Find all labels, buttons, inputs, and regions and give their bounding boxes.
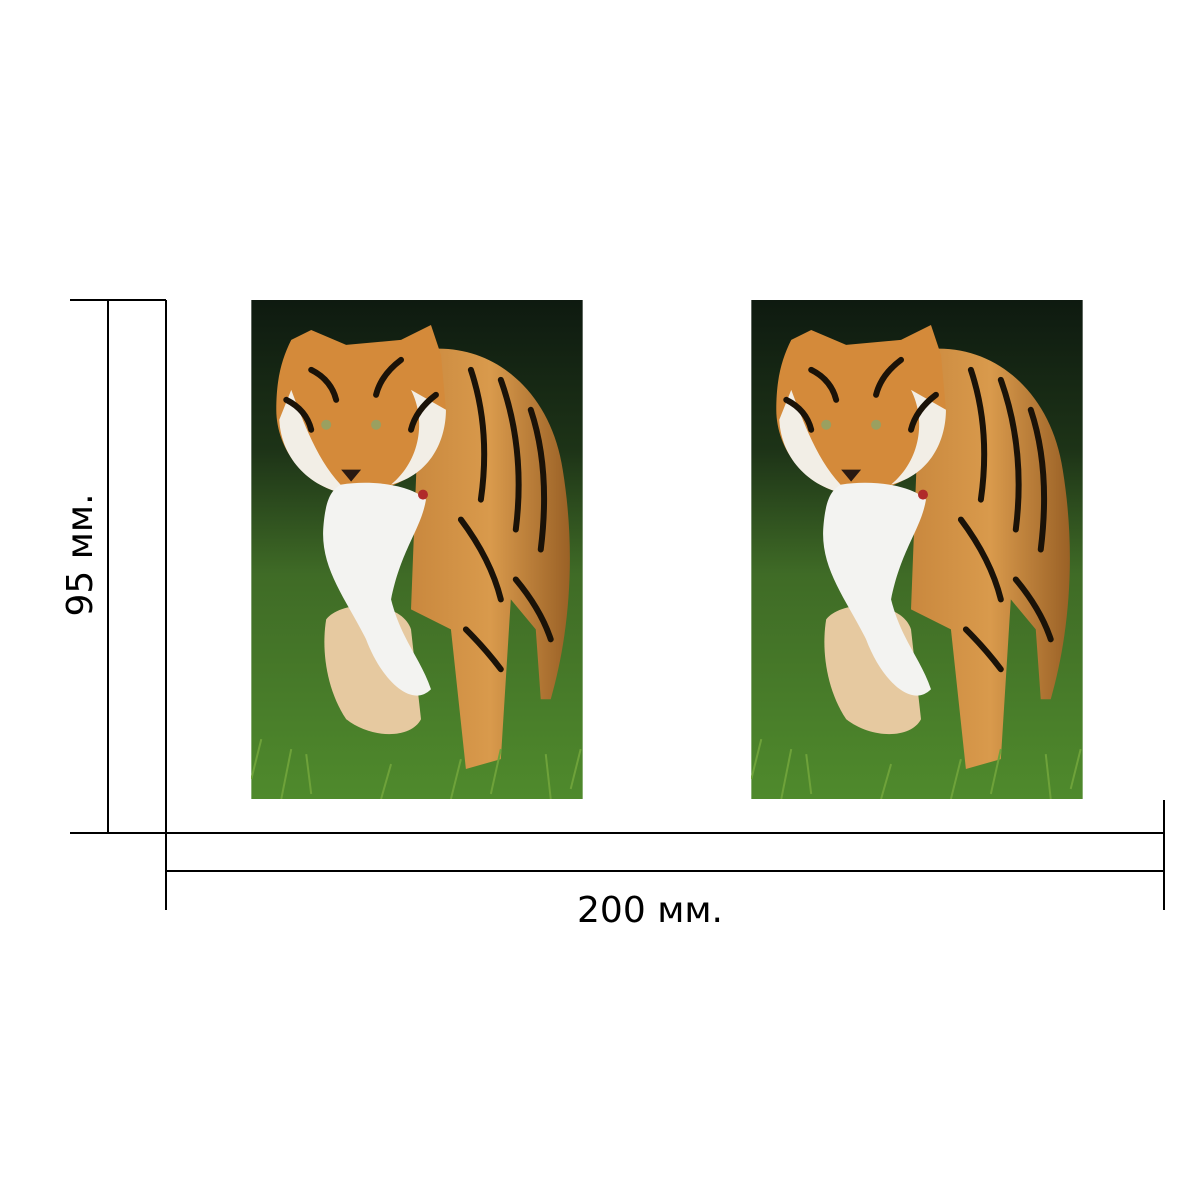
height-dimension [70, 299, 167, 834]
height-label: 95 мм. [60, 493, 101, 616]
product-photo [251, 300, 582, 799]
width-label: 200 мм. [577, 890, 723, 931]
width-dimension [165, 800, 1165, 910]
product-photo [751, 300, 1082, 799]
